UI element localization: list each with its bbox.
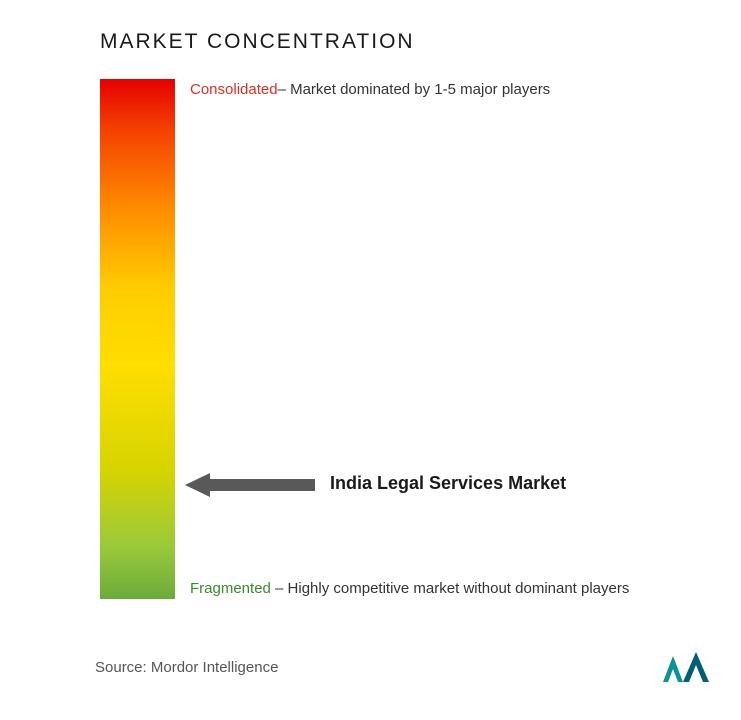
consolidated-description: – Market dominated by 1-5 major players [278, 81, 551, 98]
footer-row: Source: Mordor Intelligence [95, 650, 711, 685]
fragmented-label: Fragmented – Highly competitive market w… [190, 580, 629, 597]
consolidated-highlight: Consolidated [190, 81, 278, 98]
consolidated-label: Consolidated– Market dominated by 1-5 ma… [190, 81, 550, 98]
fragmented-description: – Highly competitive market without domi… [271, 580, 630, 597]
market-marker-label: India Legal Services Market [330, 473, 566, 494]
fragmented-highlight: Fragmented [190, 580, 271, 597]
mordor-logo-icon [661, 650, 711, 685]
page-title: MARKET CONCENTRATION [100, 30, 721, 54]
source-citation: Source: Mordor Intelligence [95, 659, 278, 676]
concentration-chart: Consolidated– Market dominated by 1-5 ma… [100, 79, 721, 599]
gradient-scale-bar [100, 79, 175, 599]
marker-arrow-icon [185, 470, 315, 500]
